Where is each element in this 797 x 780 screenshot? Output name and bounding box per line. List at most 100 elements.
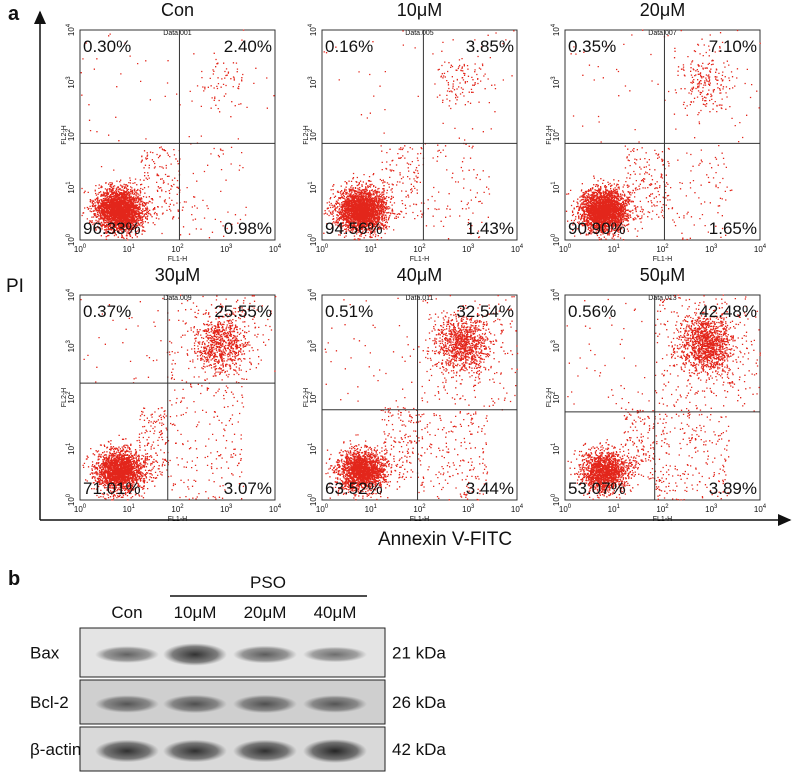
plot-title: 10μM (397, 0, 442, 20)
tick-exponent: 1 (551, 442, 557, 446)
tick-base: 10 (413, 245, 422, 254)
band (233, 645, 297, 664)
tick-exponent: 2 (180, 504, 184, 510)
x-tick-label: 102 (656, 244, 669, 254)
quadrant-percent: 0.16% (325, 37, 373, 56)
quadrant-percent: 2.40% (224, 37, 272, 56)
tick-exponent: 0 (551, 493, 557, 497)
x-tick-label: 104 (511, 244, 524, 254)
tick-base: 10 (413, 505, 422, 514)
tick-exponent: 2 (180, 244, 184, 250)
x-tick-label: 103 (462, 504, 475, 514)
tick-exponent: 2 (665, 244, 669, 250)
tick-base: 10 (220, 245, 229, 254)
tick-exponent: 0 (83, 504, 87, 510)
tick-exponent: 0 (66, 233, 72, 237)
tick-exponent: 4 (66, 288, 72, 292)
tick-exponent: 4 (308, 23, 314, 27)
tick-exponent: 1 (374, 504, 378, 510)
tick-base: 10 (511, 505, 520, 514)
tick-exponent: 3 (471, 504, 475, 510)
tick-exponent: 0 (551, 233, 557, 237)
x-tick-label: 104 (754, 244, 767, 254)
tick-base: 10 (67, 132, 76, 141)
tick-base: 10 (656, 505, 665, 514)
tick-base: 10 (754, 505, 763, 514)
y-tick-label: 104 (66, 288, 76, 301)
tick-exponent: 4 (763, 244, 767, 250)
tick-base: 10 (67, 27, 76, 36)
tick-exponent: 1 (132, 244, 136, 250)
quadrant-percent: 90.90% (568, 219, 626, 238)
tick-base: 10 (67, 445, 76, 454)
y-tick-label: 100 (308, 493, 318, 506)
plot-y-label: FL2-H (546, 125, 553, 144)
row-label: β-actin (30, 740, 81, 759)
plot-file: Data.007 (648, 30, 677, 37)
y-tick-label: 103 (551, 339, 561, 352)
quadrant-percent: 0.30% (83, 37, 131, 56)
tick-exponent: 1 (132, 504, 136, 510)
quadrant-percent: 0.98% (224, 219, 272, 238)
tick-base: 10 (552, 27, 561, 36)
y-tick-label: 101 (551, 442, 561, 455)
x-tick-label: 102 (656, 504, 669, 514)
tick-exponent: 4 (763, 504, 767, 510)
tick-base: 10 (552, 445, 561, 454)
x-tick-label: 100 (559, 244, 572, 254)
tick-exponent: 1 (308, 442, 314, 446)
y-tick-label: 103 (308, 76, 318, 89)
y-tick-label: 103 (551, 76, 561, 89)
plot-x-label: FL1-H (410, 516, 429, 523)
tick-exponent: 3 (714, 244, 718, 250)
lane-label: 10μM (174, 603, 217, 622)
plot-x-label: FL1-H (410, 256, 429, 263)
x-tick-label: 100 (316, 244, 329, 254)
tick-exponent: 4 (278, 504, 282, 510)
tick-exponent: 2 (665, 504, 669, 510)
tick-base: 10 (608, 245, 617, 254)
band (303, 695, 367, 713)
tick-exponent: 1 (374, 244, 378, 250)
dot-cloud (565, 29, 761, 241)
plot-x-label: FL1-H (653, 516, 672, 523)
plot-frame (79, 294, 276, 501)
tick-exponent: 2 (422, 244, 426, 250)
plot-title: 50μM (640, 265, 685, 285)
x-tick-label: 103 (220, 244, 233, 254)
y-tick-label: 103 (66, 76, 76, 89)
plot-frame (564, 294, 761, 501)
y-tick-label: 100 (66, 233, 76, 246)
tick-base: 10 (67, 343, 76, 352)
tick-exponent: 0 (568, 504, 572, 510)
y-tick-label: 101 (308, 181, 318, 194)
tick-base: 10 (316, 505, 325, 514)
y-tick-label: 102 (551, 128, 561, 141)
plot-y-label: FL2-H (61, 388, 68, 407)
tick-base: 10 (123, 245, 132, 254)
plot-title: Con (161, 0, 194, 20)
dot-cloud (324, 294, 519, 501)
y-tick-label: 100 (551, 233, 561, 246)
quadrant-percent: 0.35% (568, 37, 616, 56)
x-tick-label: 101 (365, 504, 378, 514)
x-tick-label: 104 (269, 244, 282, 254)
tick-base: 10 (552, 343, 561, 352)
plot-x-label: FL1-H (168, 516, 187, 523)
y-tick-label: 104 (308, 23, 318, 36)
tick-base: 10 (67, 184, 76, 193)
tick-base: 10 (559, 245, 568, 254)
tick-base: 10 (365, 245, 374, 254)
plot-file: Data.005 (405, 30, 434, 37)
row-label: Bcl-2 (30, 693, 69, 712)
x-tick-label: 101 (123, 244, 136, 254)
y-axis-label: PI (6, 276, 24, 297)
x-tick-label: 104 (754, 504, 767, 514)
band (163, 739, 227, 763)
x-tick-label: 103 (705, 244, 718, 254)
quadrant-percent: 3.89% (709, 479, 757, 498)
x-tick-label: 102 (171, 244, 184, 254)
tick-base: 10 (705, 505, 714, 514)
x-axis-label: Annexin V-FITC (378, 529, 512, 550)
